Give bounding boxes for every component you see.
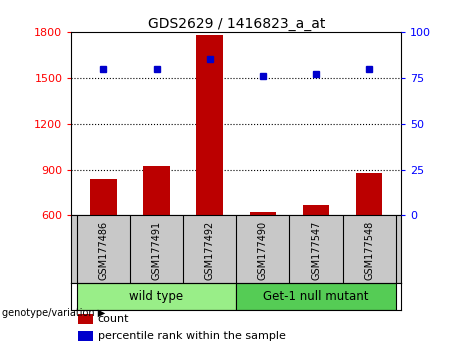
Bar bbox=[356, 172, 383, 215]
Bar bbox=[77, 283, 236, 309]
Bar bbox=[143, 166, 170, 215]
Text: genotype/variation ▶: genotype/variation ▶ bbox=[2, 308, 106, 318]
Bar bbox=[249, 212, 276, 215]
Text: percentile rank within the sample: percentile rank within the sample bbox=[98, 331, 286, 341]
Text: GSM177490: GSM177490 bbox=[258, 221, 268, 280]
Text: count: count bbox=[98, 314, 130, 324]
Bar bbox=[236, 283, 396, 309]
Text: wild type: wild type bbox=[130, 290, 183, 303]
Bar bbox=[78, 331, 93, 341]
Text: GSM177492: GSM177492 bbox=[205, 221, 215, 280]
Text: GSM177548: GSM177548 bbox=[364, 221, 374, 280]
Text: GSM177491: GSM177491 bbox=[152, 221, 161, 280]
Bar bbox=[303, 205, 329, 215]
Text: GSM177547: GSM177547 bbox=[311, 221, 321, 280]
Text: GSM177486: GSM177486 bbox=[98, 221, 108, 280]
Bar bbox=[90, 179, 117, 215]
Text: Get-1 null mutant: Get-1 null mutant bbox=[263, 290, 369, 303]
Title: GDS2629 / 1416823_a_at: GDS2629 / 1416823_a_at bbox=[148, 17, 325, 31]
Bar bbox=[196, 35, 223, 215]
Bar bbox=[78, 314, 93, 324]
